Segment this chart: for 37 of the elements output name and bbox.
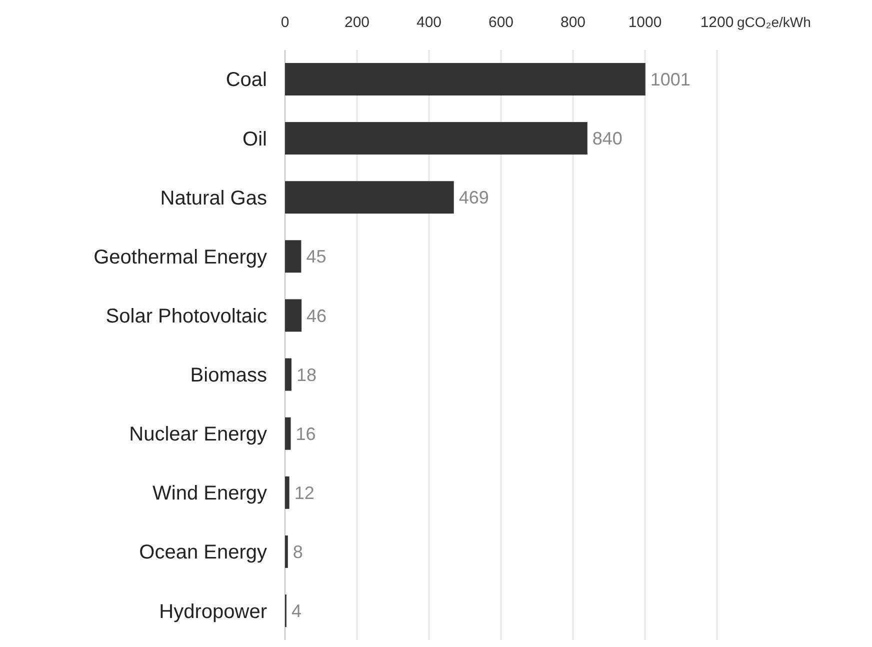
- data-label: 8: [292, 542, 303, 562]
- data-label: 469: [458, 188, 489, 208]
- y-tick-label: Oil: [242, 128, 267, 150]
- y-tick-label: Geothermal Energy: [94, 246, 267, 268]
- data-label: 840: [592, 128, 622, 149]
- bar: [285, 417, 291, 450]
- x-axis-title: gCO₂e/kWh: [737, 14, 811, 30]
- data-label: 45: [306, 246, 326, 267]
- y-tick-label: Nuclear Energy: [129, 424, 267, 446]
- data-label: 12: [294, 482, 314, 503]
- x-tick-label: 1000: [628, 14, 662, 31]
- y-tick-label: Biomass: [190, 364, 267, 387]
- x-tick-label: 400: [416, 14, 442, 31]
- bar: [285, 535, 288, 568]
- bar: [285, 358, 292, 391]
- bar: [285, 476, 290, 509]
- data-label: 4: [291, 601, 302, 622]
- bar: [285, 240, 302, 273]
- y-tick-label: Natural Gas: [160, 187, 267, 210]
- data-label: 1001: [650, 70, 690, 90]
- x-tick-label: 1200: [700, 14, 734, 31]
- bar: [285, 122, 588, 155]
- x-tick-label: 0: [280, 14, 290, 31]
- x-tick-label: 800: [560, 14, 586, 31]
- bar: [285, 299, 302, 332]
- x-tick-label: 600: [488, 14, 514, 31]
- data-label: 46: [306, 306, 327, 326]
- bar: [285, 62, 646, 96]
- data-label: 16: [296, 424, 316, 444]
- y-tick-label: Solar Photovoltaic: [106, 305, 267, 328]
- y-tick-label: Hydropower: [159, 600, 268, 623]
- y-tick-label: Wind Energy: [152, 482, 267, 505]
- bar: [285, 181, 454, 214]
- x-tick-label: 200: [344, 14, 370, 31]
- y-tick-label: Coal: [226, 69, 267, 92]
- y-tick-label: Ocean Energy: [139, 542, 267, 564]
- data-label: 18: [296, 364, 317, 385]
